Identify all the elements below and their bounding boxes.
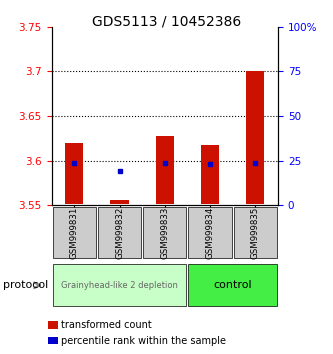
Text: GSM999834: GSM999834 <box>205 207 215 259</box>
Text: protocol: protocol <box>3 280 49 290</box>
Bar <box>246 71 264 204</box>
Text: GSM999835: GSM999835 <box>251 207 260 259</box>
Text: GSM999831: GSM999831 <box>70 207 79 259</box>
Bar <box>156 136 174 204</box>
Text: transformed count: transformed count <box>61 320 152 330</box>
Bar <box>201 145 219 204</box>
Text: Grainyhead-like 2 depletion: Grainyhead-like 2 depletion <box>61 281 178 290</box>
Text: percentile rank within the sample: percentile rank within the sample <box>61 336 226 346</box>
Bar <box>65 143 83 204</box>
Bar <box>111 200 129 204</box>
Text: GDS5113 / 10452386: GDS5113 / 10452386 <box>92 14 241 28</box>
Text: GSM999832: GSM999832 <box>115 207 124 259</box>
Text: GSM999833: GSM999833 <box>160 207 169 259</box>
Text: control: control <box>213 280 252 290</box>
